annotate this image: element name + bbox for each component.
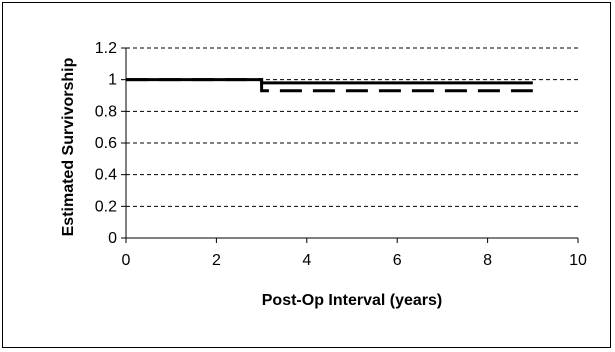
y-tick-label-2: 0.4 bbox=[95, 167, 117, 184]
y-tick-label-3: 0.6 bbox=[95, 135, 117, 152]
y-axis-title: Estimated Survivorship bbox=[60, 57, 77, 236]
y-tick-label-6: 1.2 bbox=[95, 40, 117, 57]
x-tick-label-3: 6 bbox=[393, 252, 402, 269]
y-tick-label-1: 0.2 bbox=[95, 198, 117, 215]
x-tick-label-1: 2 bbox=[212, 252, 221, 269]
x-tick-label-4: 8 bbox=[483, 252, 492, 269]
x-tick-label-2: 4 bbox=[302, 252, 311, 269]
y-tick-label-0: 0 bbox=[108, 230, 117, 247]
survivorship-chart: 0 0.2 0.4 0.6 0.8 1 1.2 0 2 4 6 8 10 Estimated Survi… bbox=[60, 40, 587, 309]
axes bbox=[121, 47, 579, 243]
series-lines bbox=[126, 78, 533, 93]
y-tick-label-4: 0.8 bbox=[95, 103, 117, 120]
x-tick-label-5: 10 bbox=[569, 252, 587, 269]
x-axis-title: Post-Op Interval (years) bbox=[262, 292, 443, 309]
series-line-1 bbox=[126, 78, 533, 93]
tick-labels: 0 0.2 0.4 0.6 0.8 1 1.2 0 2 4 6 8 10 bbox=[95, 40, 587, 269]
x-tick-label-0: 0 bbox=[122, 252, 131, 269]
chart-frame: 0 0.2 0.4 0.6 0.8 1 1.2 0 2 4 6 8 10 Estimated Survi… bbox=[2, 2, 611, 348]
gridlines bbox=[126, 47, 578, 207]
y-tick-label-5: 1 bbox=[108, 72, 117, 89]
